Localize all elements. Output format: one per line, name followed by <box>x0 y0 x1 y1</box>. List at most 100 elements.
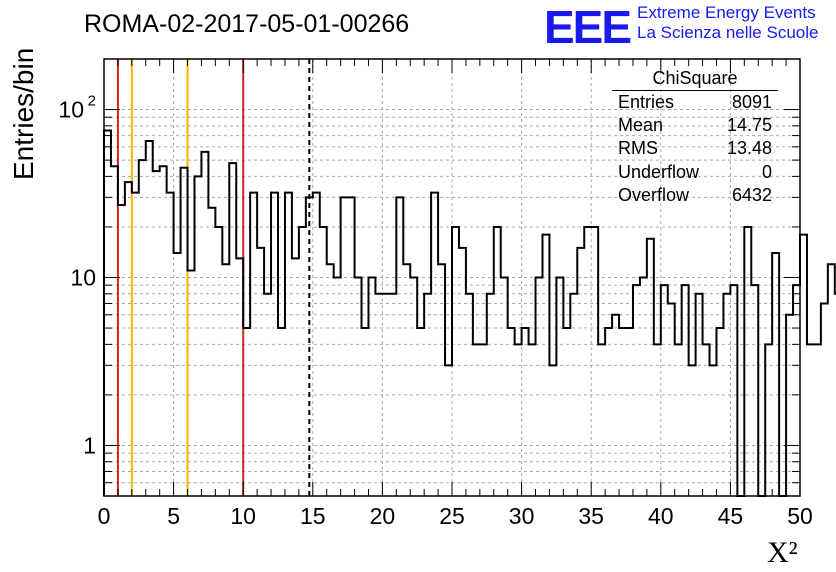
histogram-bin <box>417 328 424 496</box>
stats-value: 6432 <box>731 184 772 205</box>
stats-box: ChiSquare Entries 8091 Mean 14.75 RMS 13… <box>612 66 778 207</box>
histogram-bin <box>730 285 737 496</box>
histogram-bin <box>536 278 543 497</box>
stats-title: ChiSquare <box>612 66 778 91</box>
histogram-bin <box>445 365 452 496</box>
histogram-bin <box>501 278 508 497</box>
histogram-bin <box>765 344 772 496</box>
histogram-bin <box>640 278 647 497</box>
histogram-bin <box>320 227 327 496</box>
x-tick-label: 20 <box>370 503 396 529</box>
x-tick-label: 40 <box>648 503 674 529</box>
stats-value: 14.75 <box>726 115 772 136</box>
histogram-bin <box>146 141 153 496</box>
histogram-bin <box>229 163 236 496</box>
histogram-bin <box>633 285 640 496</box>
y-tick-label: 10 <box>58 97 84 123</box>
histogram-bin <box>160 166 167 496</box>
histogram-bin <box>744 227 751 496</box>
stats-value: 13.48 <box>726 138 772 159</box>
histogram-bin <box>341 197 348 496</box>
histogram-bin <box>800 235 807 496</box>
histogram-outline <box>103 129 836 497</box>
histogram-bin <box>522 328 529 496</box>
histogram-bin <box>814 344 821 496</box>
eee-logo-line1: Extreme Energy Events <box>637 3 816 22</box>
stats-row-mean: Mean 14.75 <box>612 114 778 137</box>
x-tick-label: 50 <box>787 503 813 529</box>
stats-value: 0 <box>761 161 772 182</box>
stats-row-entries: Entries 8091 <box>612 91 778 114</box>
eee-logo: EEE <box>544 1 632 53</box>
stats-label: RMS <box>618 138 658 159</box>
histogram-bin <box>529 344 536 496</box>
x-tick-label: 0 <box>98 503 111 529</box>
histogram-bin <box>689 365 696 496</box>
x-tick-label: 15 <box>300 503 326 529</box>
histogram-bin <box>299 227 306 496</box>
chart-title: ROMA-02-2017-05-01-00266 <box>84 10 410 38</box>
x-tick-label: 45 <box>718 503 744 529</box>
histogram-bin <box>563 328 570 496</box>
histogram-bin <box>194 176 201 496</box>
histogram-bin <box>772 253 779 496</box>
histogram-bin <box>786 315 793 496</box>
histogram-bin <box>716 328 723 496</box>
histogram-bin <box>201 152 208 496</box>
histogram-bin <box>515 344 522 496</box>
histogram-bin <box>598 344 605 496</box>
histogram-bin <box>612 315 619 496</box>
histogram-bin <box>605 328 612 496</box>
histogram-bin <box>584 227 591 496</box>
stats-label: Mean <box>618 115 664 136</box>
x-tick-label: 10 <box>230 503 256 529</box>
histogram-bin <box>828 264 835 496</box>
histogram-bin <box>278 328 285 496</box>
histogram-bin <box>348 197 355 496</box>
eee-logo-text: Extreme Energy Events La Scienza nelle S… <box>637 3 818 43</box>
y-tick-label: 1 <box>83 432 96 458</box>
histogram-bin <box>549 365 556 496</box>
histogram-bin <box>243 328 250 496</box>
stats-row-underflow: Underflow 0 <box>612 161 778 184</box>
stats-label: Entries <box>618 92 675 112</box>
histogram-bin <box>473 344 480 496</box>
histogram-bin <box>654 344 661 496</box>
x-tick-label: 5 <box>167 503 180 529</box>
histogram-bin <box>556 278 563 497</box>
histogram-bin <box>480 344 487 496</box>
histogram-bin <box>362 328 369 496</box>
histogram-bin <box>334 278 341 497</box>
histogram-bin <box>368 278 375 497</box>
x-tick-label: 30 <box>509 503 535 529</box>
histogram-bin <box>793 285 800 496</box>
histogram-bin <box>710 365 717 496</box>
histogram-bin <box>703 344 710 496</box>
x-tick-label: 35 <box>578 503 604 529</box>
x-tick-label: 25 <box>439 503 465 529</box>
x-axis-label: X² <box>767 536 798 569</box>
stats-value: 8091 <box>731 92 772 112</box>
histogram-bin <box>410 278 417 497</box>
histogram-bin <box>668 304 675 496</box>
y-tick-label: 10 <box>70 265 96 291</box>
histogram-bin <box>807 344 814 496</box>
histogram-bin <box>591 227 598 496</box>
stats-label: Underflow <box>618 161 700 182</box>
y-axis-label: Entries/bin <box>8 47 39 180</box>
histogram-bin <box>118 205 125 496</box>
histogram-bin <box>181 168 188 496</box>
histogram-bin <box>452 227 459 496</box>
histogram-bin <box>494 227 501 496</box>
histogram-bin <box>682 285 689 496</box>
stats-label: Overflow <box>618 184 690 205</box>
histogram-bin <box>174 253 181 496</box>
histogram-bin <box>508 328 515 496</box>
histogram-bin <box>104 131 111 496</box>
stats-row-rms: RMS 13.48 <box>612 137 778 160</box>
histogram-bin <box>626 328 633 496</box>
histogram-bin <box>215 227 222 496</box>
histogram-bin <box>821 304 828 496</box>
histogram-bin <box>751 285 758 496</box>
